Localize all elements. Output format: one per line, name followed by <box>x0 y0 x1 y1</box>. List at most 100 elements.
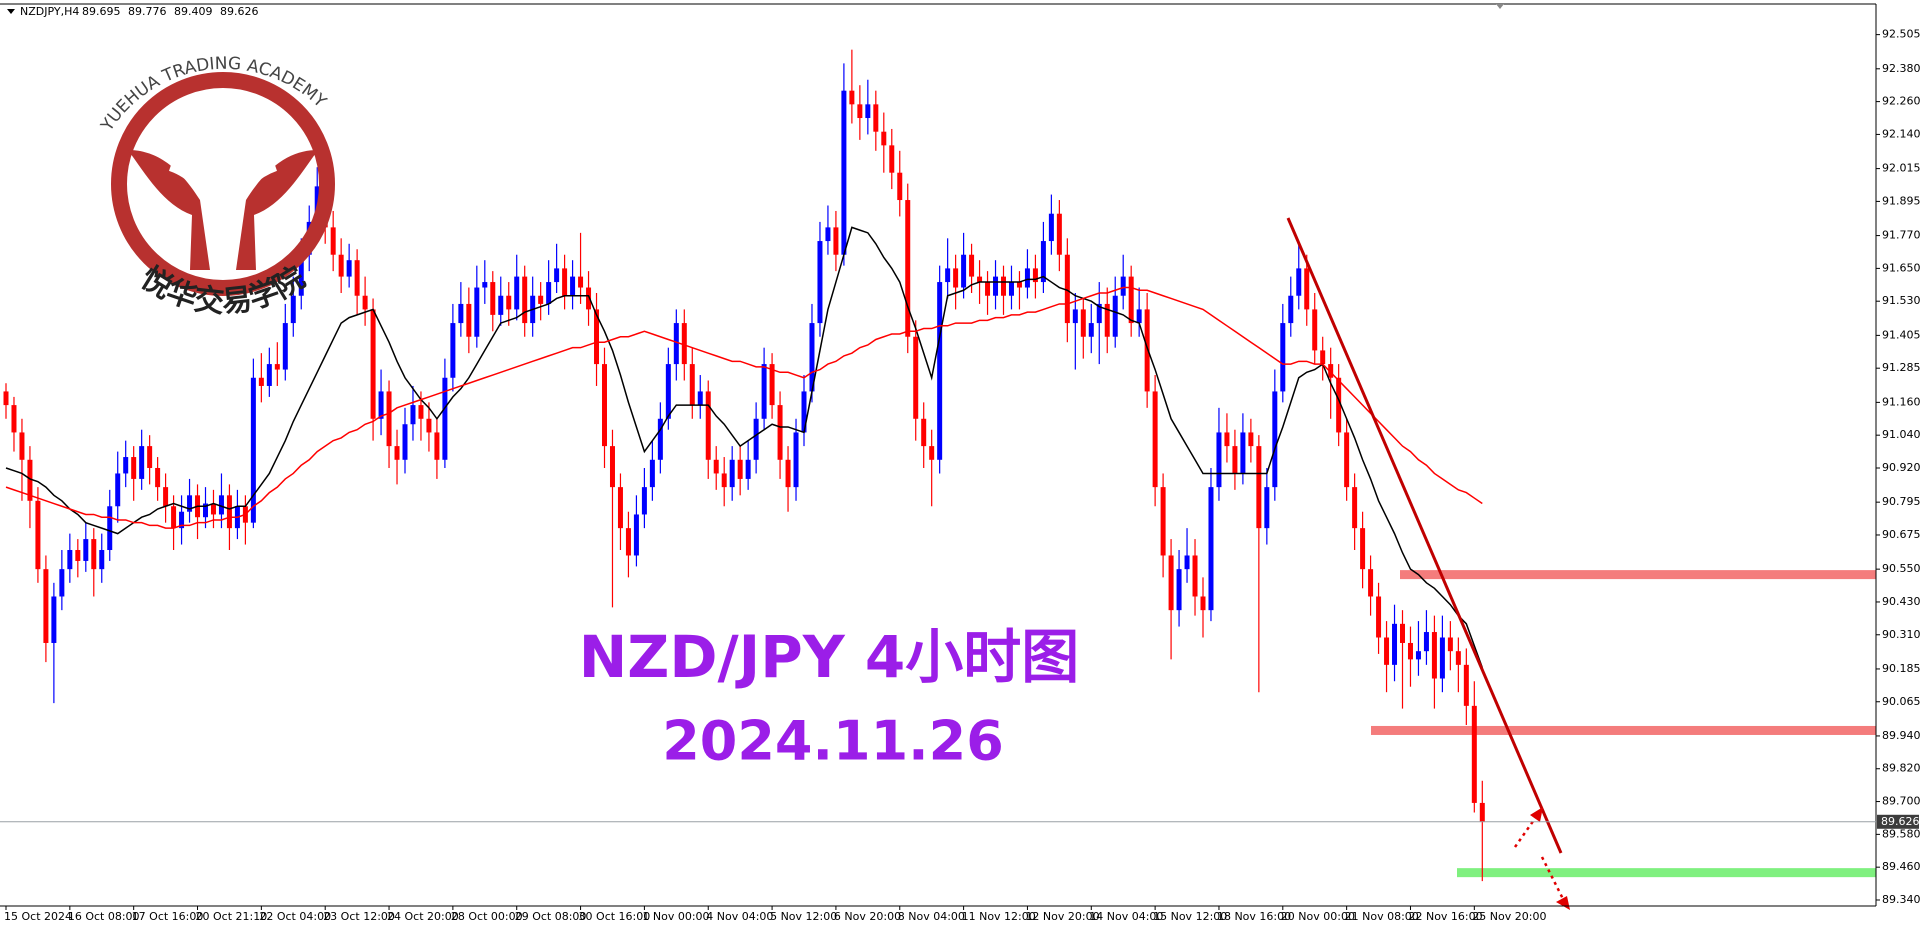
candle-body <box>1256 446 1262 529</box>
candle-body <box>578 276 584 288</box>
candle-body <box>1216 432 1222 488</box>
x-tick-label: 15 Oct 2024 <box>4 910 72 923</box>
x-tick-label: 24 Oct 20:00 <box>387 910 459 923</box>
candle-body <box>713 459 719 474</box>
logo-mark-line <box>168 165 278 218</box>
x-tick-label: 11 Nov 12:00 <box>962 910 1036 923</box>
candle-body <box>673 323 679 365</box>
y-tick-label: 90.795 <box>1882 495 1920 508</box>
candle-body <box>833 227 839 255</box>
candle-body <box>1152 391 1158 488</box>
header-open: 89.695 <box>82 5 121 18</box>
candle-body <box>1248 432 1254 447</box>
candle-body <box>266 364 272 386</box>
candle-body <box>1384 637 1390 665</box>
candle-body <box>362 295 368 310</box>
candle-body <box>689 364 695 406</box>
level-zone <box>1457 868 1876 878</box>
x-tick-label: 30 Oct 16:00 <box>579 910 651 923</box>
candle-body <box>825 227 831 242</box>
candle-body <box>434 432 440 460</box>
candle-body <box>985 282 991 296</box>
candle-body <box>506 295 512 310</box>
x-tick-label: 6 Nov 20:00 <box>834 910 901 923</box>
candle-body <box>274 364 280 370</box>
candle-body <box>1368 569 1374 597</box>
x-tick-label: 8 Nov 04:00 <box>898 910 965 923</box>
candle-body <box>1376 596 1382 638</box>
candle-body <box>913 336 919 419</box>
candle-body <box>35 500 41 570</box>
candle-body <box>1400 623 1405 643</box>
candle-body <box>1128 276 1134 324</box>
candle-body <box>1208 487 1214 611</box>
y-tick-label: 91.405 <box>1882 328 1920 341</box>
x-tick-label: 28 Oct 00:00 <box>451 910 523 923</box>
candle-body <box>857 104 863 119</box>
y-tick-label: 92.260 <box>1882 95 1920 108</box>
candle-body <box>769 364 775 406</box>
candle-body <box>1232 446 1238 474</box>
axes: 92.505 92.380 92.260 92.140 92.015 91.895 91.7… <box>0 28 1920 923</box>
candle-body <box>171 506 177 529</box>
candle-body <box>1064 254 1070 324</box>
candle-body <box>218 495 224 515</box>
candle-body <box>1360 528 1366 570</box>
candle-body <box>370 309 376 419</box>
candle-body <box>1160 487 1166 556</box>
moving-average <box>5 286 1483 529</box>
candle-body <box>290 295 296 324</box>
candle-body <box>27 459 33 501</box>
candle-body <box>67 550 73 570</box>
y-tick-label: 90.920 <box>1882 461 1920 474</box>
candle-body <box>554 268 560 283</box>
candle-body <box>1320 350 1326 365</box>
candle-body <box>3 391 9 406</box>
x-tick-label: 20 Oct 21:10 <box>196 910 268 923</box>
candle-body <box>1431 632 1437 679</box>
x-tick-label: 23 Oct 12:00 <box>323 910 395 923</box>
candle-body <box>729 459 735 488</box>
candle-body <box>1144 309 1150 392</box>
candle-body <box>410 405 416 425</box>
level-zone <box>1400 570 1876 580</box>
arrow-down <box>1540 856 1565 900</box>
levels <box>1371 570 1876 878</box>
candle-body <box>1072 309 1078 324</box>
y-tick-label: 92.015 <box>1882 162 1920 175</box>
candle-body <box>163 487 169 507</box>
moving-average <box>5 226 1484 668</box>
candle-body <box>19 432 25 460</box>
candle-body <box>1176 569 1182 611</box>
candle-body <box>1344 432 1350 488</box>
candle-body <box>482 282 488 288</box>
candle-body <box>737 459 743 479</box>
candle-body <box>402 424 408 460</box>
price-label: 89.626 <box>1881 815 1920 828</box>
header-high: 89.776 <box>128 5 167 18</box>
candle-body <box>609 446 615 488</box>
candle-body <box>721 473 727 488</box>
candle-body <box>210 503 216 515</box>
candle-body <box>1168 555 1174 611</box>
candle-body <box>1184 555 1190 570</box>
y-tick-label: 92.505 <box>1882 28 1920 41</box>
candle-body <box>681 323 687 365</box>
candle-body <box>801 391 807 433</box>
candle-body <box>1280 323 1286 392</box>
candle-body <box>1056 213 1062 255</box>
candle-body <box>139 446 145 479</box>
candle-body <box>905 200 911 337</box>
y-tick-label: 89.460 <box>1882 860 1920 873</box>
y-tick-label: 90.675 <box>1882 528 1920 541</box>
candle-body <box>865 104 871 119</box>
price-label-bg <box>1877 814 1919 829</box>
y-tick-label: 90.065 <box>1882 695 1920 708</box>
candle-body <box>386 391 392 447</box>
candle-body <box>338 254 344 277</box>
candle-body <box>1040 241 1046 283</box>
candle-body <box>147 446 153 468</box>
candle-body <box>1032 268 1038 283</box>
candle-body <box>474 287 480 337</box>
candle-body <box>1088 323 1094 337</box>
